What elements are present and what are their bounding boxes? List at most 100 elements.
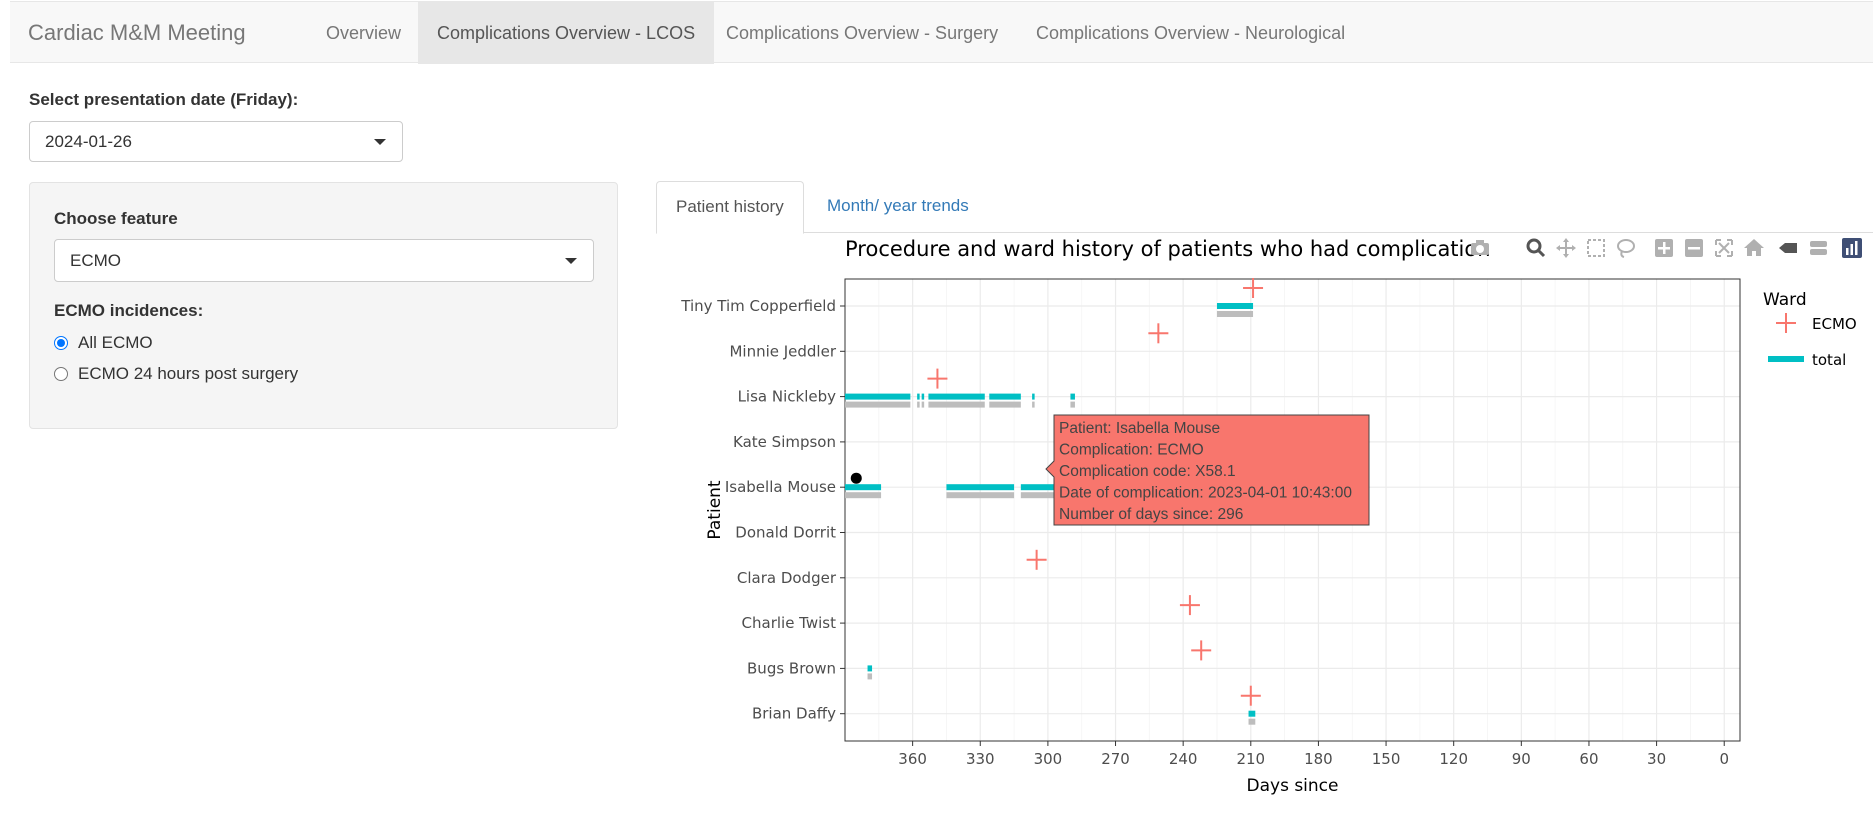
ward-segment-total <box>946 484 1015 491</box>
tooltip-line: Complication: ECMO <box>1059 442 1204 459</box>
radio-label: All ECMO <box>78 333 153 352</box>
ward-segment-total <box>1020 484 1057 491</box>
nav-tab-overview[interactable]: Overview <box>326 23 402 43</box>
lasso-icon[interactable] <box>1614 236 1638 260</box>
ward-segment-background <box>917 401 920 408</box>
ward-segment-total <box>1248 710 1256 717</box>
x-tick-label: 0 <box>1719 750 1729 768</box>
y-tick-label: Bugs Brown <box>747 659 836 677</box>
tooltip-line: Complication code: X58.1 <box>1059 463 1236 480</box>
zoom-in-icon[interactable] <box>1652 236 1676 260</box>
nav-tab-neurological[interactable]: Complications Overview - Neurological <box>1036 23 1346 43</box>
date-select-value: 2024-01-26 <box>45 132 132 151</box>
ward-segment-background <box>921 401 925 408</box>
ward-segment-background <box>989 401 1021 408</box>
plot-border <box>844 278 1741 742</box>
ward-segment-background <box>1070 401 1075 408</box>
pan-icon[interactable] <box>1554 236 1578 260</box>
y-axis-title: Patient <box>705 480 725 540</box>
x-tick-label: 120 <box>1439 750 1468 768</box>
spike-lines-icon[interactable] <box>1776 236 1800 260</box>
hover-point <box>850 472 862 484</box>
x-tick-label: 240 <box>1169 750 1198 768</box>
tab-month-year-trends[interactable]: Month/ year trends <box>827 196 969 215</box>
ward-segment-total <box>989 393 1021 400</box>
ward-segment-total <box>928 393 985 400</box>
sidebar-panel: Choose feature ECMO ECMO incidences: All… <box>29 182 618 429</box>
ward-segment-total <box>921 393 925 400</box>
autoscale-icon[interactable] <box>1712 236 1736 260</box>
zoom-out-icon[interactable] <box>1682 236 1706 260</box>
app-brand[interactable]: Cardiac M&M Meeting <box>28 20 246 45</box>
feature-select[interactable]: ECMO <box>54 239 594 282</box>
zoom-icon[interactable] <box>1524 236 1548 260</box>
ecmo-point[interactable] <box>1243 278 1264 298</box>
ward-segment-background <box>845 492 882 499</box>
tooltip-line: Date of complication: 2023-04-01 10:43:0… <box>1059 485 1352 502</box>
hover-tooltip <box>1045 414 1370 526</box>
navbar: Cardiac M&M Meeting Overview Complicatio… <box>10 1 1873 64</box>
x-tick-label: 90 <box>1512 750 1531 768</box>
ward-segment-total <box>845 393 911 400</box>
x-tick-label: 180 <box>1304 750 1333 768</box>
radio-all-ecmo[interactable]: All ECMO <box>54 333 153 353</box>
incidences-label: ECMO incidences: <box>54 301 204 320</box>
radio-button[interactable] <box>54 336 68 350</box>
ward-segment-background <box>1248 718 1256 725</box>
ward-segment-background <box>845 401 911 408</box>
nav-tab-lcos[interactable]: Complications Overview - LCOS <box>418 2 715 64</box>
tab-patient-history[interactable]: Patient history <box>656 181 804 234</box>
legend-ecmo-label: ECMO <box>1812 315 1857 333</box>
y-tick-label: Lisa Nickleby <box>738 388 837 406</box>
camera-icon[interactable] <box>1468 236 1492 260</box>
legend-total-symbol <box>1768 356 1804 362</box>
y-tick-label: Tiny Tim Copperfield <box>680 297 836 315</box>
ward-segment-background <box>1020 492 1057 499</box>
ecmo-point[interactable] <box>1179 595 1200 616</box>
y-tick-label: Kate Simpson <box>733 433 836 451</box>
chevron-down-icon <box>565 257 577 264</box>
y-tick-label: Charlie Twist <box>742 614 837 632</box>
radio-button[interactable] <box>54 367 68 381</box>
ecmo-point[interactable] <box>1240 685 1261 706</box>
feature-select-value: ECMO <box>70 251 121 270</box>
legend-title: Ward <box>1763 290 1807 310</box>
plotly-logo-icon[interactable] <box>1840 236 1864 260</box>
radio-label: ECMO 24 hours post surgery <box>78 364 299 383</box>
reset-axes-icon[interactable] <box>1742 236 1766 260</box>
ward-segment-background <box>1032 401 1035 408</box>
compare-hover-icon[interactable] <box>1806 236 1830 260</box>
tooltip-line: Patient: Isabella Mouse <box>1059 420 1220 437</box>
x-tick-label: 150 <box>1372 750 1401 768</box>
ward-segment-total <box>1216 303 1254 309</box>
y-tick-label: Clara Dodger <box>737 569 837 587</box>
x-tick-label: 360 <box>898 750 927 768</box>
legend-total-label: total <box>1812 351 1846 369</box>
box-select-icon[interactable] <box>1584 236 1608 260</box>
ecmo-point[interactable] <box>927 368 948 389</box>
date-select-label: Select presentation date (Friday): <box>29 90 299 109</box>
ward-segment-background <box>1216 311 1254 317</box>
ecmo-point[interactable] <box>1148 323 1169 344</box>
x-tick-label: 270 <box>1101 750 1130 768</box>
feature-label: Choose feature <box>54 209 178 228</box>
x-tick-label: 300 <box>1034 750 1063 768</box>
ward-segment-background <box>946 492 1015 499</box>
ward-segment-total <box>867 665 873 672</box>
y-tick-label: Isabella Mouse <box>725 478 836 496</box>
nav-tab-surgery[interactable]: Complications Overview - Surgery <box>726 23 999 43</box>
radio-ecmo-24h[interactable]: ECMO 24 hours post surgery <box>54 364 298 384</box>
ward-segment-total <box>845 484 882 491</box>
ecmo-point[interactable] <box>1191 640 1212 661</box>
ward-segment-total <box>917 393 920 400</box>
ward-segment-total <box>1032 393 1035 400</box>
date-select[interactable]: 2024-01-26 <box>29 121 403 162</box>
x-axis-title: Days since <box>1247 776 1339 796</box>
tooltip-line: Number of days since: 296 <box>1059 506 1243 523</box>
y-tick-label: Brian Daffy <box>752 705 836 723</box>
ward-segment-total <box>1070 393 1075 400</box>
chevron-down-icon <box>374 138 386 145</box>
ward-segment-background <box>928 401 985 408</box>
ecmo-point[interactable] <box>1026 549 1047 570</box>
